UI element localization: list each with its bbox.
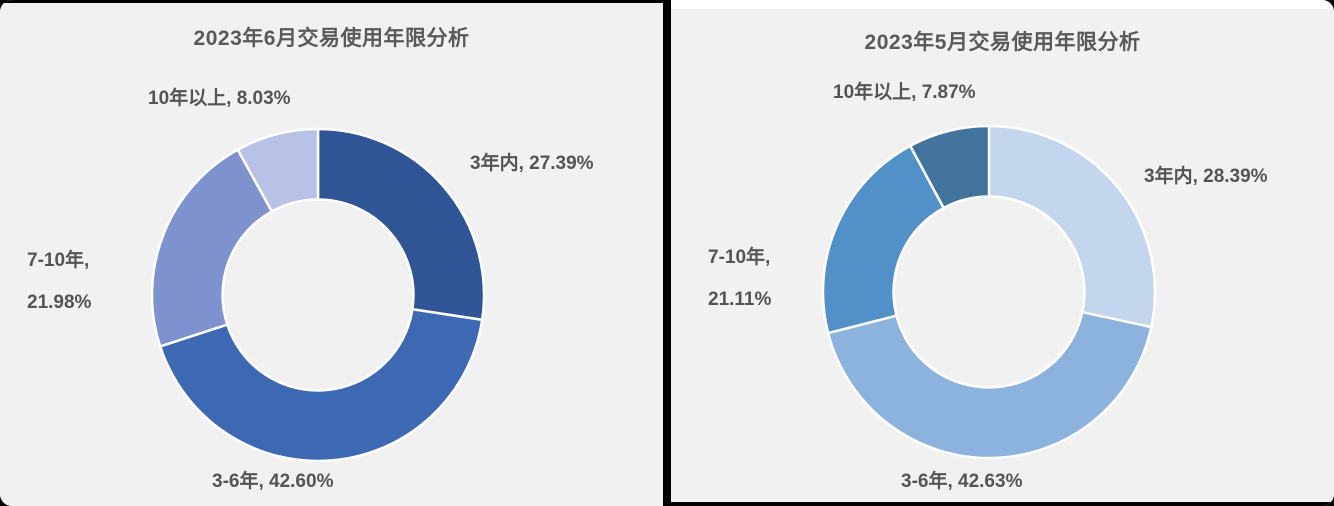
slice-label-7to10-may-line1: 7-10年, bbox=[708, 247, 771, 268]
chart-panel-june: 2023年6月交易使用年限分析 10年以上, 8.03% 3年内, 27.39%… bbox=[0, 0, 663, 506]
slice-label-7to10-may-line2: 21.11% bbox=[708, 289, 772, 310]
donut-slice-10年以上 bbox=[236, 127, 320, 213]
slice-label-3to6-may: 3-6年, 42.63% bbox=[901, 471, 1023, 492]
donut-slice-7-10年 bbox=[150, 148, 274, 348]
slice-label-3to6-june: 3-6年, 42.60% bbox=[212, 471, 334, 492]
panel-divider bbox=[663, 0, 671, 506]
donut-chart-june bbox=[150, 127, 486, 463]
chart-panel-may: 2023年5月交易使用年限分析 10年以上, 7.87% 3年内, 28.39%… bbox=[671, 0, 1334, 506]
slice-label-7to10-june: 7-10年, 21.98% bbox=[27, 240, 91, 324]
donut-slice-3-6年 bbox=[158, 308, 484, 463]
slice-label-7to10-may: 7-10年, 21.11% bbox=[708, 237, 771, 321]
chart-title-may: 2023年5月交易使用年限分析 bbox=[864, 31, 1141, 54]
donut-slice-7-10年 bbox=[821, 144, 945, 335]
donut-slice-3年内 bbox=[987, 124, 1157, 329]
slice-label-over10-june: 10年以上, 8.03% bbox=[148, 88, 291, 109]
slice-label-7to10-june-line1: 7-10年, bbox=[27, 250, 90, 271]
donut-slice-10年以上 bbox=[908, 124, 991, 210]
donut-slice-3-6年 bbox=[826, 310, 1153, 460]
slice-label-within3-june: 3年内, 27.39% bbox=[470, 153, 594, 174]
slice-label-over10-may: 10年以上, 7.87% bbox=[833, 82, 976, 103]
donut-chart-may bbox=[821, 124, 1157, 460]
donut-slice-3年内 bbox=[316, 127, 486, 322]
slice-label-within3-may: 3年内, 28.39% bbox=[1144, 166, 1268, 187]
chart-title-june: 2023年6月交易使用年限分析 bbox=[193, 27, 470, 50]
slice-label-7to10-june-line2: 21.98% bbox=[27, 292, 92, 313]
